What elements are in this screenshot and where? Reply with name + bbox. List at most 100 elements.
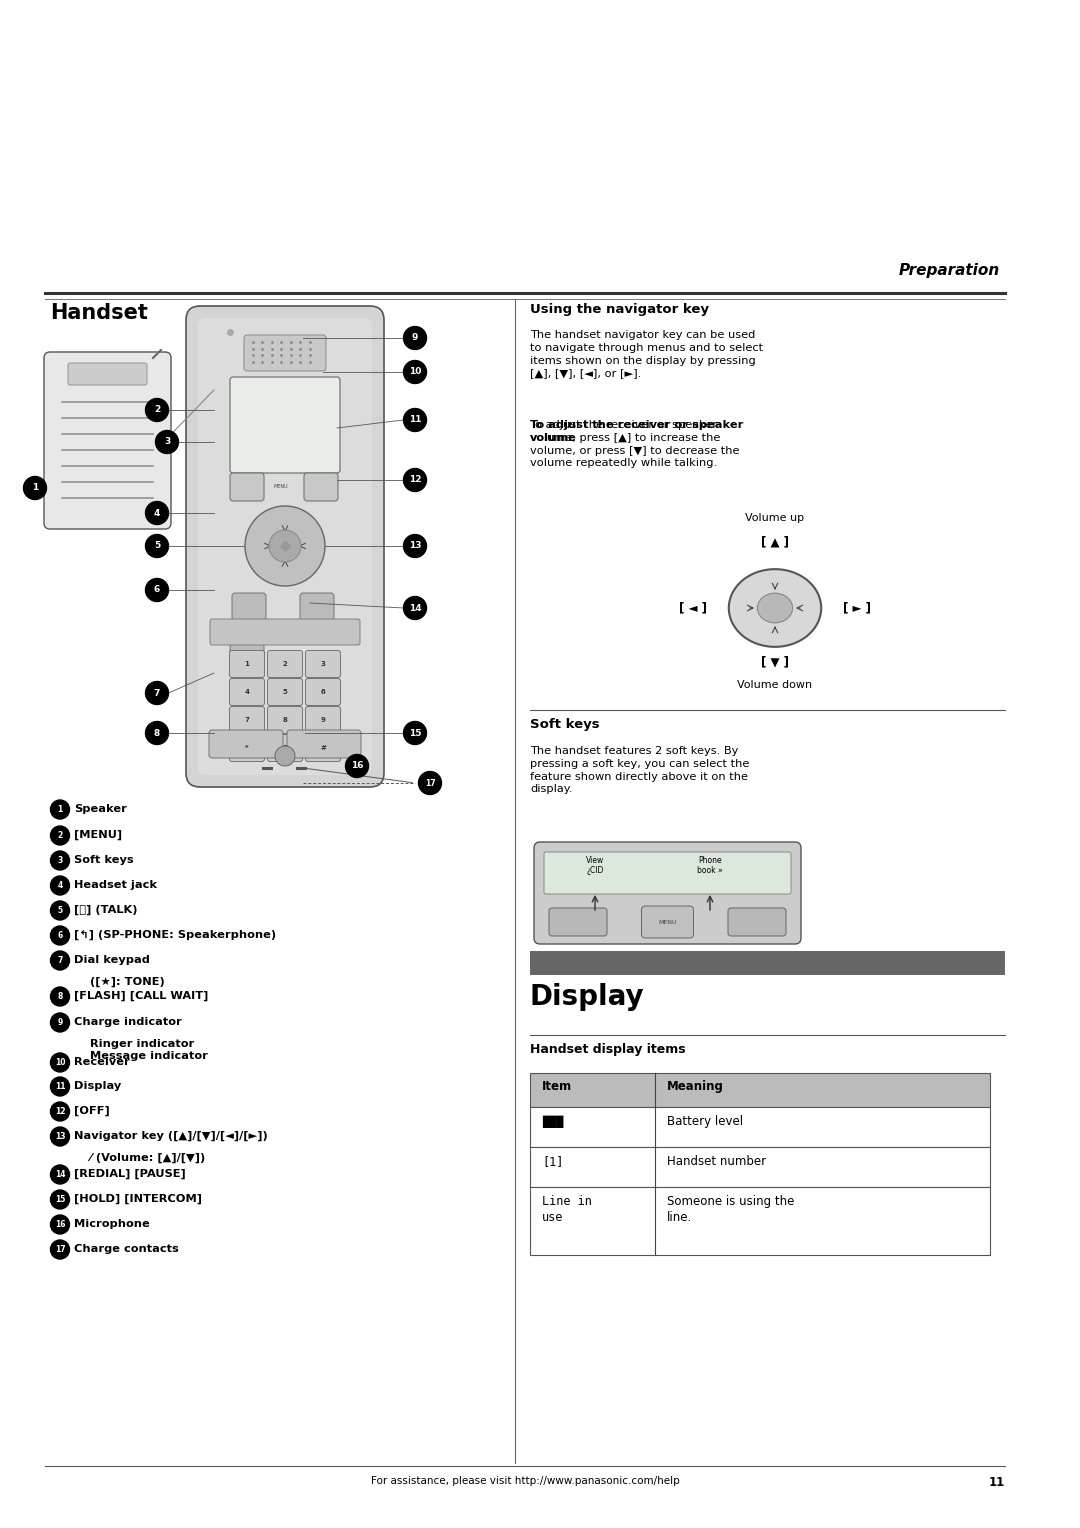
Ellipse shape bbox=[729, 568, 821, 646]
Circle shape bbox=[51, 902, 69, 920]
Text: 17: 17 bbox=[55, 1245, 65, 1254]
Circle shape bbox=[146, 535, 168, 558]
Text: Headset jack: Headset jack bbox=[75, 880, 157, 889]
Text: ▇▇▇: ▇▇▇ bbox=[542, 1115, 564, 1128]
Text: 4: 4 bbox=[153, 509, 160, 518]
FancyBboxPatch shape bbox=[549, 908, 607, 937]
Text: 11: 11 bbox=[55, 1082, 65, 1091]
Circle shape bbox=[275, 746, 295, 766]
Circle shape bbox=[404, 361, 427, 384]
Circle shape bbox=[51, 801, 69, 819]
FancyBboxPatch shape bbox=[268, 678, 302, 706]
Circle shape bbox=[51, 987, 69, 1005]
FancyBboxPatch shape bbox=[268, 735, 302, 761]
Text: [HOLD] [INTERCOM]: [HOLD] [INTERCOM] bbox=[75, 1193, 202, 1204]
FancyBboxPatch shape bbox=[230, 377, 340, 474]
Circle shape bbox=[51, 851, 69, 869]
Text: [↰] (SP-PHONE: Speakerphone): [↰] (SP-PHONE: Speakerphone) bbox=[75, 931, 276, 940]
Bar bbox=[530, 1073, 990, 1106]
Text: 1: 1 bbox=[244, 662, 249, 668]
Text: 2: 2 bbox=[283, 662, 287, 668]
FancyBboxPatch shape bbox=[268, 651, 302, 677]
Text: 13: 13 bbox=[55, 1132, 65, 1141]
Text: ⁄ (Volume: [▲]/[▼]): ⁄ (Volume: [▲]/[▼]) bbox=[75, 1154, 205, 1163]
Text: 6: 6 bbox=[153, 585, 160, 594]
Text: The handset navigator key can be used
to navigate through menus and to select
it: The handset navigator key can be used to… bbox=[530, 330, 764, 379]
Text: 9: 9 bbox=[321, 717, 325, 723]
Text: Volume down: Volume down bbox=[738, 680, 812, 691]
Text: Display: Display bbox=[530, 983, 645, 1012]
Text: 1: 1 bbox=[57, 805, 63, 814]
FancyBboxPatch shape bbox=[544, 853, 791, 894]
Circle shape bbox=[146, 579, 168, 602]
Circle shape bbox=[146, 721, 168, 744]
Circle shape bbox=[404, 721, 427, 744]
Text: Using the navigator key: Using the navigator key bbox=[530, 303, 708, 316]
Text: #: # bbox=[320, 746, 326, 750]
Text: 14: 14 bbox=[55, 1170, 65, 1180]
Text: Microphone: Microphone bbox=[75, 1219, 150, 1229]
Text: Preparation: Preparation bbox=[899, 263, 1000, 278]
Text: 0: 0 bbox=[283, 746, 287, 750]
FancyBboxPatch shape bbox=[68, 364, 147, 385]
Text: ([★]: TONE): ([★]: TONE) bbox=[75, 976, 165, 987]
Text: 7: 7 bbox=[57, 957, 63, 966]
Bar bbox=[530, 950, 1005, 975]
Circle shape bbox=[146, 399, 168, 422]
Text: [⤷] (TALK): [⤷] (TALK) bbox=[75, 905, 137, 915]
FancyBboxPatch shape bbox=[303, 474, 338, 501]
Text: Handset display items: Handset display items bbox=[530, 1044, 686, 1056]
Circle shape bbox=[51, 1077, 69, 1096]
Text: To adjust the receiver or speaker
volume, press [▲] to increase the
volume, or p: To adjust the receiver or speaker volume… bbox=[530, 420, 740, 469]
FancyBboxPatch shape bbox=[232, 593, 266, 620]
FancyBboxPatch shape bbox=[534, 842, 801, 944]
Text: [ ▼ ]: [ ▼ ] bbox=[761, 656, 789, 668]
Circle shape bbox=[51, 876, 69, 895]
Text: 10: 10 bbox=[409, 368, 421, 376]
Text: For assistance, please visit http://www.panasonic.com/help: For assistance, please visit http://www.… bbox=[370, 1476, 679, 1487]
Text: 6: 6 bbox=[57, 931, 63, 940]
Circle shape bbox=[346, 755, 368, 778]
Text: 15: 15 bbox=[408, 729, 421, 738]
Circle shape bbox=[245, 506, 325, 587]
Text: 3: 3 bbox=[57, 856, 63, 865]
Text: 12: 12 bbox=[55, 1106, 65, 1115]
Text: Handset: Handset bbox=[50, 303, 148, 322]
Text: [MENU]: [MENU] bbox=[75, 830, 122, 840]
Text: Someone is using the
line.: Someone is using the line. bbox=[667, 1195, 795, 1224]
Circle shape bbox=[51, 1215, 69, 1235]
Circle shape bbox=[51, 1053, 69, 1073]
FancyBboxPatch shape bbox=[287, 730, 361, 758]
Circle shape bbox=[51, 1164, 69, 1184]
Text: Charge indicator: Charge indicator bbox=[75, 1018, 181, 1027]
Circle shape bbox=[419, 772, 442, 795]
Text: 8: 8 bbox=[153, 729, 160, 738]
Bar bbox=[530, 1187, 990, 1254]
Text: MENU: MENU bbox=[658, 920, 677, 924]
Circle shape bbox=[269, 530, 301, 562]
Text: 8: 8 bbox=[57, 992, 63, 1001]
Circle shape bbox=[51, 1190, 69, 1209]
Text: [ ▲ ]: [ ▲ ] bbox=[761, 535, 789, 549]
Circle shape bbox=[51, 1102, 69, 1122]
Text: 17: 17 bbox=[424, 778, 435, 787]
FancyBboxPatch shape bbox=[306, 735, 340, 761]
Text: 12: 12 bbox=[408, 475, 421, 484]
Text: 9: 9 bbox=[411, 333, 418, 342]
Text: 3: 3 bbox=[321, 662, 325, 668]
Text: 7: 7 bbox=[153, 689, 160, 697]
FancyBboxPatch shape bbox=[268, 706, 302, 733]
Text: *: * bbox=[245, 746, 248, 750]
Text: Display: Display bbox=[75, 1080, 121, 1091]
FancyBboxPatch shape bbox=[306, 706, 340, 733]
Circle shape bbox=[404, 408, 427, 431]
Circle shape bbox=[404, 469, 427, 492]
Circle shape bbox=[51, 1128, 69, 1146]
Circle shape bbox=[51, 926, 69, 944]
Circle shape bbox=[51, 1013, 69, 1031]
Circle shape bbox=[404, 327, 427, 350]
Circle shape bbox=[24, 477, 46, 500]
Text: 5: 5 bbox=[283, 689, 287, 695]
Text: 16: 16 bbox=[55, 1219, 65, 1229]
Text: 11: 11 bbox=[408, 416, 421, 425]
